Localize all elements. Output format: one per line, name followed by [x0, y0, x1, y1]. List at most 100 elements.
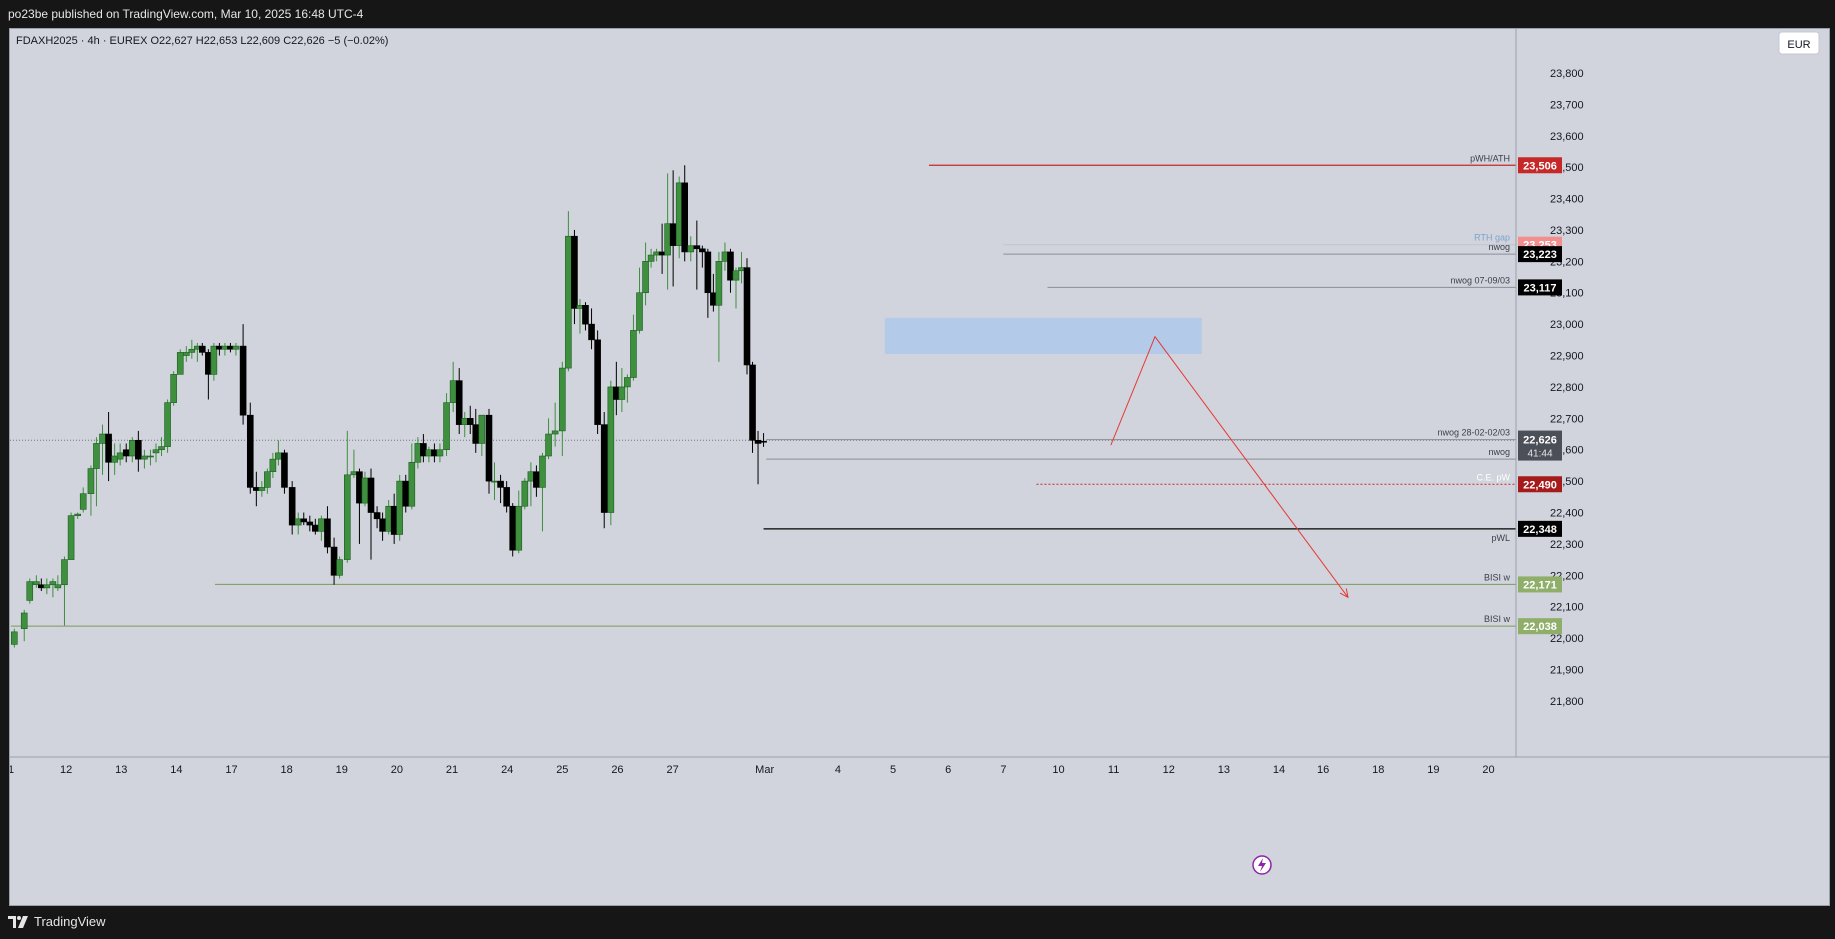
- time-tick-label: 10: [1052, 764, 1064, 776]
- price-tick-label: 21,800: [1550, 696, 1584, 708]
- candle-body: [38, 584, 45, 589]
- candle-body: [164, 402, 171, 447]
- candle-body: [330, 546, 338, 576]
- time-tick-label: 24: [501, 764, 513, 776]
- candle-body: [515, 505, 523, 551]
- candle-body: [449, 380, 457, 403]
- candlestick-chart[interactable]: pWH/ATH RTH gap nwog nwog 07-09/03 nwog 28-0…: [10, 29, 1829, 905]
- candle-body: [693, 245, 701, 250]
- candle-body: [54, 584, 62, 589]
- candle-body: [79, 493, 87, 510]
- candle-body: [239, 345, 247, 416]
- candle-body: [565, 235, 572, 369]
- price-tick-label: 23,700: [1550, 99, 1584, 111]
- level-label: nwog: [1488, 447, 1510, 457]
- candle-body: [478, 414, 486, 444]
- price-tick-label: 23,000: [1550, 319, 1584, 331]
- candle-body: [551, 430, 559, 435]
- candle-body: [618, 386, 626, 400]
- level-label: pWH/ATH: [1470, 153, 1510, 163]
- last-price-value: 22,626: [1523, 435, 1557, 447]
- candle-body: [571, 235, 578, 309]
- candle-body: [402, 480, 410, 507]
- time-tick-label: 13: [115, 764, 127, 776]
- candle-body: [613, 386, 620, 400]
- candle-body: [588, 323, 595, 341]
- price-tick-label: 22,100: [1550, 602, 1584, 614]
- candle-body: [503, 487, 510, 507]
- time-tick-label: 19: [336, 764, 348, 776]
- time-tick-label: 5: [890, 764, 896, 776]
- candle-body: [49, 581, 57, 586]
- lightning-icon[interactable]: [1252, 855, 1272, 875]
- time-tick-label: 14: [1273, 764, 1285, 776]
- candle-body: [545, 433, 552, 457]
- candle-body: [533, 471, 540, 488]
- last-price-tag: [1518, 430, 1562, 461]
- candle-body: [647, 254, 655, 262]
- footer-bar: TradingView: [0, 906, 1835, 939]
- candle-body: [385, 505, 392, 532]
- time-tick-label: 12: [1163, 764, 1175, 776]
- candle-body: [300, 518, 308, 523]
- currency-label: EUR: [1787, 39, 1810, 51]
- level-label: RTH gap: [1474, 233, 1510, 243]
- candle-body: [600, 424, 608, 513]
- candle-body: [497, 480, 504, 488]
- candle-body: [281, 452, 288, 488]
- candle-body: [455, 380, 463, 425]
- candle-body: [715, 261, 723, 306]
- tradingview-brand[interactable]: TradingView: [8, 914, 106, 929]
- fair-value-gap-zone: [884, 317, 1202, 354]
- candle-body: [116, 452, 124, 460]
- time-tick-label: 19: [1427, 764, 1439, 776]
- candle-body: [594, 339, 601, 425]
- price-tick-label: 21,900: [1550, 665, 1584, 677]
- candle-body: [675, 182, 683, 246]
- candle-body: [312, 524, 319, 532]
- candle-body: [344, 474, 351, 560]
- candle-body: [318, 518, 325, 532]
- chart-frame[interactable]: pWH/ATH RTH gap nwog nwog 07-09/03 nwog 28-0…: [9, 28, 1830, 906]
- price-tag: [1518, 520, 1562, 537]
- candle-body: [221, 345, 229, 350]
- currency-button[interactable]: EUR: [1778, 31, 1820, 55]
- candle-body: [704, 251, 712, 294]
- level-label: nwog 28-02-02/03: [1437, 428, 1510, 438]
- price-tag: [1518, 246, 1562, 263]
- candle-body: [152, 449, 160, 454]
- candle-body: [246, 414, 254, 488]
- candle-body: [373, 512, 381, 520]
- candle-body: [356, 471, 363, 504]
- candle-body: [527, 471, 535, 482]
- candle-body: [559, 367, 566, 432]
- candle-body: [26, 581, 34, 601]
- level-label: BISI w: [1484, 572, 1511, 582]
- time-tick-label: 4: [835, 764, 841, 776]
- time-tick-label: 25: [556, 764, 568, 776]
- candle-body: [425, 449, 433, 457]
- price-tick-label: 22,900: [1550, 351, 1584, 363]
- candle-body: [122, 449, 130, 457]
- level-label: nwog 07-09/03: [1450, 275, 1510, 285]
- candle-body: [582, 304, 589, 325]
- time-tick-label: 1: [10, 764, 14, 776]
- candle-body: [306, 521, 314, 526]
- candle-body: [61, 559, 68, 586]
- chart-legend: FDAXH2025 · 4h · EUREX O22,627 H22,653 L…: [16, 35, 388, 47]
- candle-body: [176, 352, 184, 375]
- candle-body: [264, 471, 271, 488]
- price-tick-label: 23,400: [1550, 194, 1584, 206]
- candle-body: [147, 455, 154, 458]
- price-tag-text: 23,223: [1523, 249, 1557, 261]
- candle-body: [485, 414, 493, 482]
- candle-body: [414, 443, 422, 463]
- candle-body: [681, 182, 689, 253]
- candle-body: [721, 251, 729, 262]
- candle-body: [732, 270, 740, 281]
- candle-body: [170, 374, 177, 403]
- candle-body: [653, 251, 660, 256]
- candle-body: [379, 518, 386, 532]
- candle-body: [294, 518, 302, 526]
- candle-body: [509, 505, 517, 551]
